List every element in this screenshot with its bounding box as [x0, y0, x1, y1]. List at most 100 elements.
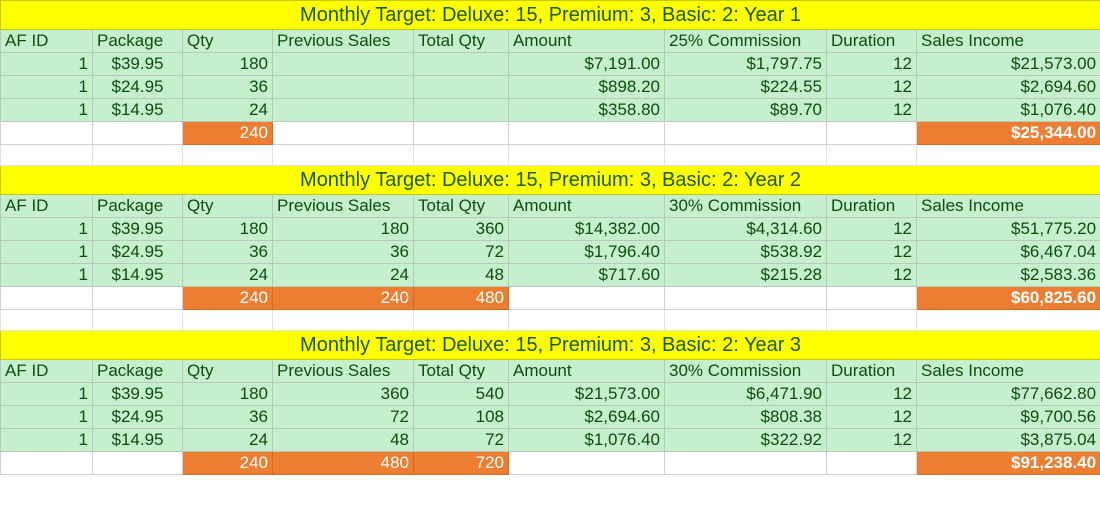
- empty-cell[interactable]: [826, 121, 917, 145]
- column-header-cell[interactable]: Qty: [182, 359, 273, 383]
- cell-amount[interactable]: $21,573.00: [508, 382, 665, 406]
- cell-commission[interactable]: $6,471.90: [664, 382, 827, 406]
- cell-af-id[interactable]: 1: [0, 428, 93, 452]
- cell-package[interactable]: $24.95: [92, 405, 183, 429]
- cell-qty[interactable]: 180: [182, 52, 273, 76]
- cell-total-qty[interactable]: [413, 98, 509, 122]
- column-header-cell[interactable]: Package: [92, 194, 183, 218]
- total-qty-cell[interactable]: 240: [182, 451, 273, 475]
- cell-qty[interactable]: 36: [182, 405, 273, 429]
- total-income-cell[interactable]: $60,825.60: [915, 286, 1100, 310]
- total-prev-sales-cell[interactable]: [272, 121, 414, 145]
- column-header-cell[interactable]: Total Qty: [413, 29, 509, 53]
- column-header-cell[interactable]: Total Qty: [413, 359, 509, 383]
- column-header-cell[interactable]: Duration: [826, 194, 917, 218]
- cell-amount[interactable]: $717.60: [508, 263, 665, 287]
- cell-package[interactable]: $14.95: [92, 428, 183, 452]
- cell-commission[interactable]: $1,797.75: [664, 52, 827, 76]
- cell-total-qty[interactable]: 72: [413, 240, 509, 264]
- cell-af-id[interactable]: 1: [0, 98, 93, 122]
- empty-cell[interactable]: [92, 121, 183, 145]
- cell-income[interactable]: $2,694.60: [915, 75, 1100, 99]
- column-header-cell[interactable]: Total Qty: [413, 194, 509, 218]
- empty-cell[interactable]: [92, 144, 183, 166]
- cell-commission[interactable]: $215.28: [664, 263, 827, 287]
- cell-duration[interactable]: 12: [826, 382, 917, 406]
- empty-cell[interactable]: [915, 144, 1100, 166]
- cell-qty[interactable]: 24: [182, 428, 273, 452]
- cell-qty[interactable]: 180: [182, 382, 273, 406]
- cell-qty[interactable]: 180: [182, 217, 273, 241]
- empty-cell[interactable]: [0, 309, 93, 331]
- cell-commission[interactable]: $808.38: [664, 405, 827, 429]
- column-header-cell[interactable]: AF ID: [0, 359, 93, 383]
- total-prev-sales-cell[interactable]: 240: [272, 286, 414, 310]
- cell-package[interactable]: $24.95: [92, 75, 183, 99]
- cell-duration[interactable]: 12: [826, 263, 917, 287]
- column-header-cell[interactable]: Package: [92, 29, 183, 53]
- cell-af-id[interactable]: 1: [0, 240, 93, 264]
- empty-cell[interactable]: [182, 144, 273, 166]
- cell-package[interactable]: $39.95: [92, 52, 183, 76]
- column-header-cell[interactable]: 25% Commission: [664, 29, 827, 53]
- cell-prev[interactable]: 72: [272, 405, 414, 429]
- empty-cell[interactable]: [413, 309, 509, 331]
- cell-prev[interactable]: 180: [272, 217, 414, 241]
- cell-amount[interactable]: $1,796.40: [508, 240, 665, 264]
- empty-cell[interactable]: [92, 309, 183, 331]
- cell-package[interactable]: $39.95: [92, 217, 183, 241]
- total-qty-cell[interactable]: 240: [182, 286, 273, 310]
- cell-total-qty[interactable]: [413, 52, 509, 76]
- column-header-cell[interactable]: Sales Income: [915, 29, 1100, 53]
- empty-cell[interactable]: [508, 144, 665, 166]
- cell-duration[interactable]: 12: [826, 405, 917, 429]
- empty-cell[interactable]: [272, 144, 414, 166]
- cell-prev[interactable]: 360: [272, 382, 414, 406]
- empty-cell[interactable]: [508, 451, 665, 475]
- cell-duration[interactable]: 12: [826, 75, 917, 99]
- cell-income[interactable]: $51,775.20: [915, 217, 1100, 241]
- cell-duration[interactable]: 12: [826, 217, 917, 241]
- cell-package[interactable]: $39.95: [92, 382, 183, 406]
- cell-qty[interactable]: 24: [182, 263, 273, 287]
- empty-cell[interactable]: [664, 121, 827, 145]
- cell-total-qty[interactable]: 48: [413, 263, 509, 287]
- cell-af-id[interactable]: 1: [0, 405, 93, 429]
- cell-prev[interactable]: [272, 75, 414, 99]
- cell-af-id[interactable]: 1: [0, 263, 93, 287]
- cell-income[interactable]: $1,076.40: [915, 98, 1100, 122]
- empty-cell[interactable]: [0, 121, 93, 145]
- cell-total-qty[interactable]: 540: [413, 382, 509, 406]
- cell-commission[interactable]: $89.70: [664, 98, 827, 122]
- total-total-qty-cell[interactable]: 720: [413, 451, 509, 475]
- cell-amount[interactable]: $2,694.60: [508, 405, 665, 429]
- empty-cell[interactable]: [182, 309, 273, 331]
- cell-prev[interactable]: 48: [272, 428, 414, 452]
- cell-duration[interactable]: 12: [826, 52, 917, 76]
- column-header-cell[interactable]: Duration: [826, 359, 917, 383]
- cell-qty[interactable]: 36: [182, 75, 273, 99]
- cell-amount[interactable]: $1,076.40: [508, 428, 665, 452]
- cell-total-qty[interactable]: 360: [413, 217, 509, 241]
- empty-cell[interactable]: [272, 309, 414, 331]
- total-prev-sales-cell[interactable]: 480: [272, 451, 414, 475]
- cell-prev[interactable]: 24: [272, 263, 414, 287]
- cell-total-qty[interactable]: 108: [413, 405, 509, 429]
- cell-duration[interactable]: 12: [826, 428, 917, 452]
- block-title-cell[interactable]: Monthly Target: Deluxe: 15, Premium: 3, …: [0, 165, 1100, 195]
- cell-income[interactable]: $2,583.36: [915, 263, 1100, 287]
- empty-cell[interactable]: [508, 121, 665, 145]
- cell-prev[interactable]: [272, 52, 414, 76]
- total-total-qty-cell[interactable]: 480: [413, 286, 509, 310]
- block-title-cell[interactable]: Monthly Target: Deluxe: 15, Premium: 3, …: [0, 330, 1100, 360]
- column-header-cell[interactable]: Sales Income: [915, 194, 1100, 218]
- column-header-cell[interactable]: Qty: [182, 194, 273, 218]
- cell-qty[interactable]: 36: [182, 240, 273, 264]
- column-header-cell[interactable]: Qty: [182, 29, 273, 53]
- column-header-cell[interactable]: Previous Sales: [272, 194, 414, 218]
- column-header-cell[interactable]: 30% Commission: [664, 359, 827, 383]
- cell-af-id[interactable]: 1: [0, 52, 93, 76]
- empty-cell[interactable]: [664, 309, 827, 331]
- cell-commission[interactable]: $224.55: [664, 75, 827, 99]
- cell-commission[interactable]: $322.92: [664, 428, 827, 452]
